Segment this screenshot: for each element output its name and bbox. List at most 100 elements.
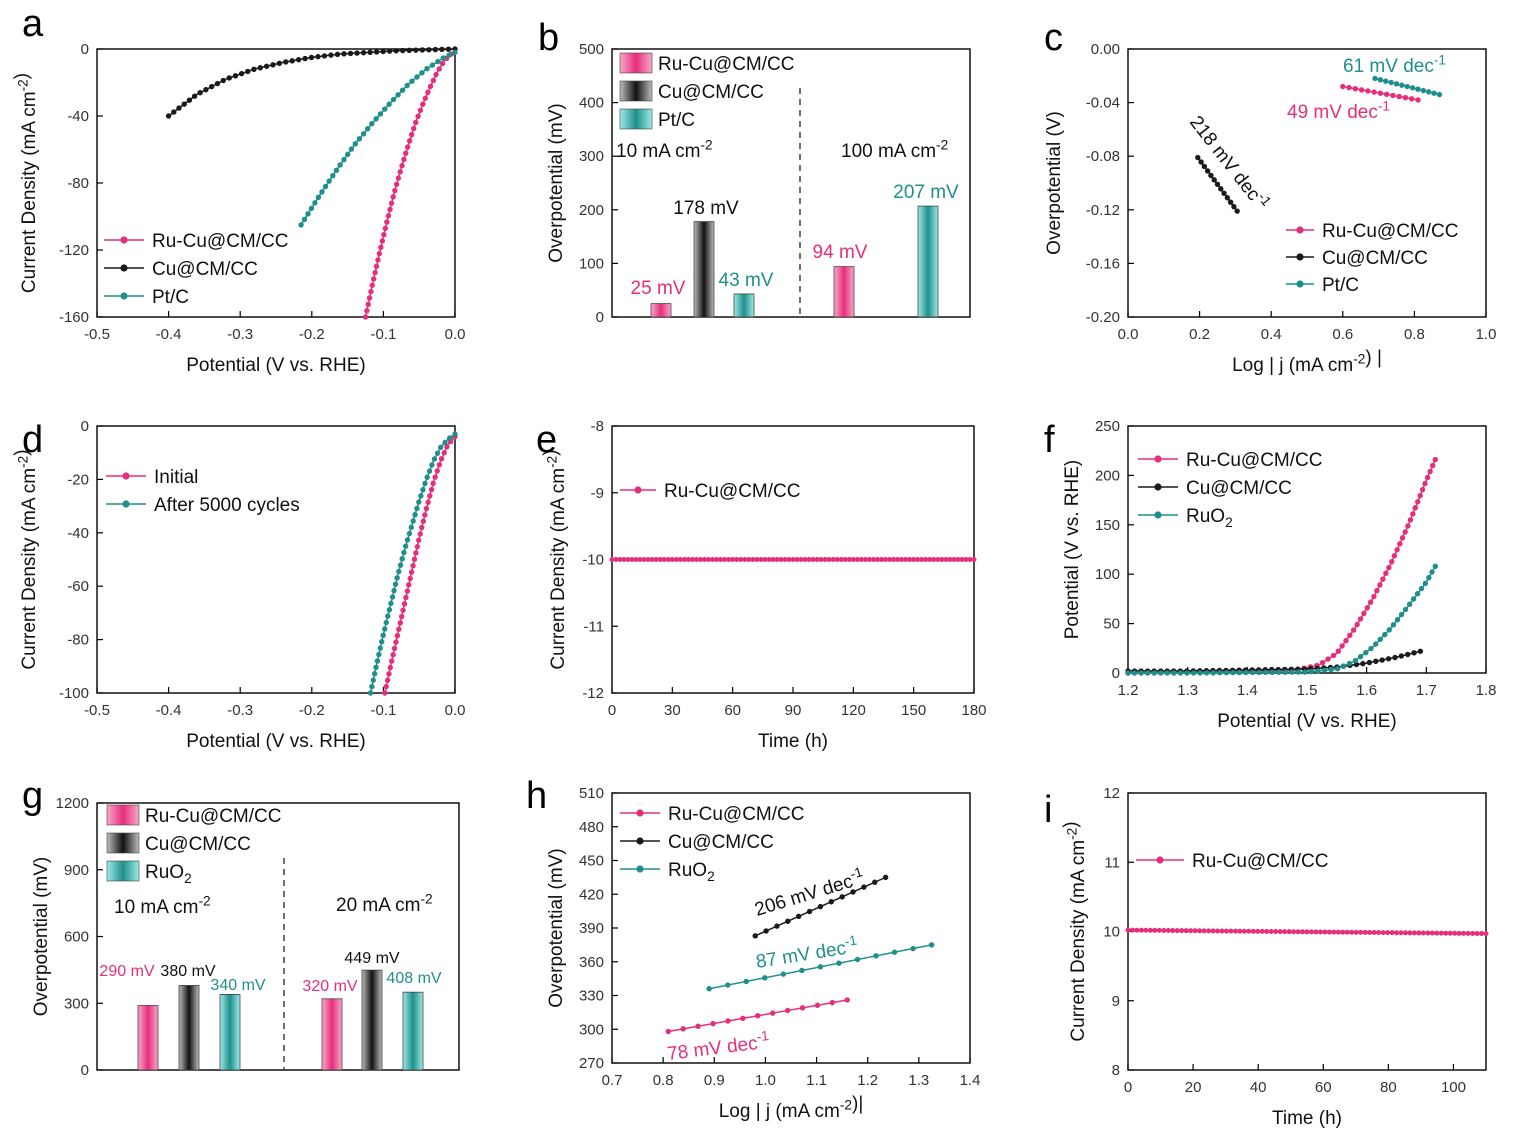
- data-point: [1346, 84, 1352, 91]
- data-point: [420, 101, 426, 107]
- data-point: [1144, 670, 1151, 676]
- data-point: [1143, 927, 1149, 933]
- data-point: [263, 63, 270, 69]
- data-point: [1289, 669, 1295, 675]
- data-point: [1184, 670, 1190, 676]
- data-point: [334, 51, 341, 58]
- data-point: [706, 986, 712, 992]
- data-point: [1398, 611, 1405, 618]
- data-point: [417, 531, 423, 537]
- x-axis-label: Log | j (mA cm-2)|: [719, 1093, 864, 1122]
- data-point: [1250, 928, 1256, 934]
- y-tick-label: -0.08: [1086, 148, 1120, 165]
- data-point: [369, 683, 375, 690]
- bar-value-label: 43 mV: [719, 270, 774, 291]
- legend-marker: [636, 865, 644, 873]
- data-point: [1334, 666, 1341, 672]
- data-point: [186, 97, 193, 103]
- data-point: [763, 928, 769, 934]
- data-point: [360, 131, 367, 137]
- data-point: [882, 874, 889, 881]
- y-tick-label: 0: [81, 418, 89, 435]
- data-point: [755, 1013, 761, 1019]
- data-point: [1331, 929, 1337, 935]
- data-point: [1231, 203, 1237, 210]
- bar-value-label: 94 mV: [813, 242, 868, 263]
- data-point: [1427, 468, 1433, 475]
- panel-h: 0.7 0.8 0.9 1.0 1.1 1.2 1.3 1.4 270 300 330 360 390 4…: [526, 775, 980, 1122]
- data-point: [1424, 474, 1431, 481]
- y-tick-label: 0: [1112, 665, 1120, 682]
- panel-label: e: [536, 419, 557, 461]
- data-point: [383, 619, 389, 626]
- slope-annotation: 78 mV dec-1: [666, 1028, 771, 1065]
- y-tick-label: 360: [579, 954, 604, 971]
- group-label: 20 mA cm-2: [336, 891, 433, 916]
- data-point: [412, 512, 418, 518]
- x-axis-label: Log | j (mA cm-2) |: [1232, 347, 1382, 376]
- data-point: [387, 664, 394, 671]
- data-point: [389, 658, 395, 664]
- data-point: [829, 999, 836, 1006]
- y-tick-label: -0.12: [1086, 202, 1120, 219]
- data-point: [1346, 660, 1353, 667]
- data-point: [1156, 927, 1162, 933]
- data-point: [1152, 927, 1158, 933]
- data-point: [305, 211, 311, 217]
- data-point: [1138, 670, 1144, 676]
- data-point: [427, 83, 434, 90]
- data-point: [404, 144, 411, 150]
- legend-label: Cu@CM/CC: [1186, 478, 1292, 499]
- data-point: [1390, 622, 1397, 628]
- data-point: [364, 307, 370, 314]
- data-point: [337, 162, 343, 168]
- data-point: [1414, 591, 1421, 597]
- data-point: [203, 86, 209, 93]
- data-point: [347, 50, 354, 57]
- data-point: [312, 200, 318, 206]
- bar-value-label: 380 mV: [160, 963, 215, 980]
- x-tick-label: 30: [664, 702, 681, 719]
- data-point: [397, 620, 403, 626]
- data-point: [373, 664, 379, 671]
- data-point: [1365, 88, 1371, 94]
- y-tick-label: 0: [81, 1062, 89, 1079]
- data-point: [1402, 606, 1409, 613]
- data-point: [1183, 928, 1189, 934]
- data-point: [1350, 627, 1357, 633]
- data-point: [441, 450, 447, 456]
- data-point: [430, 480, 436, 487]
- data-point: [238, 70, 245, 77]
- panel-label: c: [1044, 17, 1063, 59]
- data-point: [1326, 929, 1332, 935]
- data-point: [425, 89, 431, 95]
- data-point: [176, 105, 182, 111]
- data-point: [1407, 517, 1414, 523]
- data-point: [446, 52, 452, 58]
- data-point: [395, 175, 402, 181]
- data-point: [1420, 87, 1427, 94]
- data-point: [1368, 645, 1374, 652]
- data-point: [440, 55, 446, 61]
- data-point: [1461, 930, 1467, 936]
- data-point: [413, 550, 419, 556]
- data-point: [408, 524, 414, 530]
- data-point: [1410, 596, 1417, 602]
- data-point: [378, 244, 384, 250]
- group-label: 100 mA cm-2: [841, 137, 948, 162]
- data-point: [1447, 930, 1453, 936]
- data-point: [420, 518, 427, 524]
- data-point: [1203, 670, 1210, 676]
- data-point: [394, 632, 401, 639]
- data-point: [850, 889, 856, 895]
- data-point: [377, 111, 384, 117]
- data-point: [854, 956, 861, 963]
- legend-label: Ru-Cu@CM/CC: [152, 231, 288, 252]
- data-point: [401, 156, 407, 163]
- data-point: [1219, 928, 1225, 934]
- bar-value-label: 320 mV: [302, 978, 357, 995]
- data-point: [302, 55, 308, 62]
- data-point: [1409, 85, 1416, 91]
- data-point: [769, 1010, 776, 1016]
- data-point: [828, 899, 834, 905]
